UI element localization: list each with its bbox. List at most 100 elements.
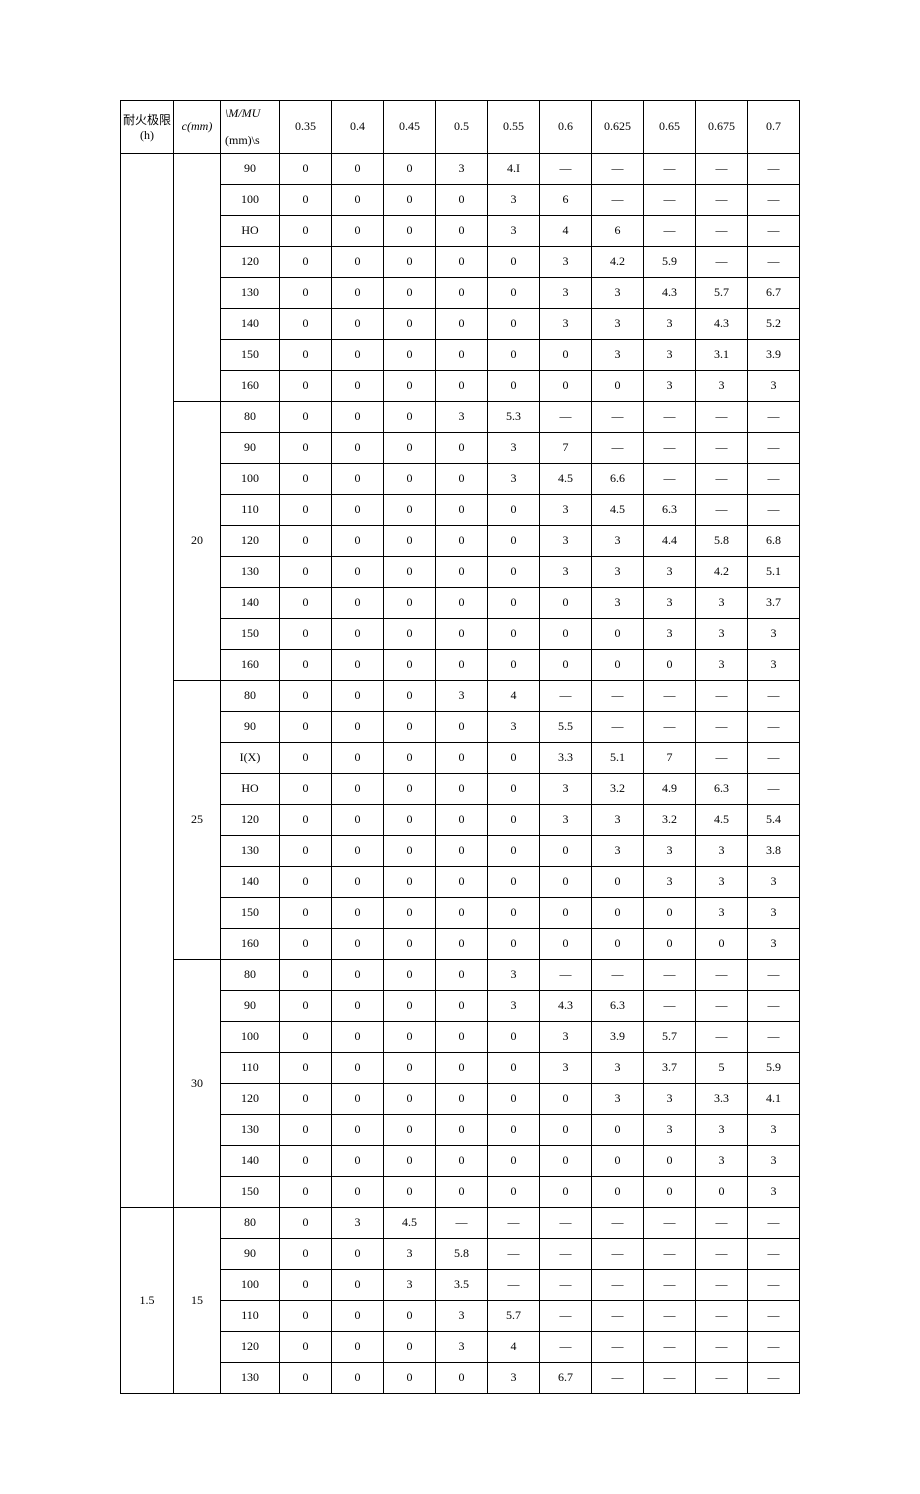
cell-value: — <box>644 1207 696 1238</box>
cell-value: 0 <box>436 1114 488 1145</box>
cell-value: 3 <box>592 339 644 370</box>
cell-value: 0 <box>384 525 436 556</box>
cell-value: 4.9 <box>644 773 696 804</box>
cell-value: 3 <box>644 835 696 866</box>
cell-value: 0 <box>280 680 332 711</box>
cell-value: 0 <box>332 1331 384 1362</box>
cell-mm: 100 <box>221 463 280 494</box>
cell-value: 0 <box>488 525 540 556</box>
table-row: 130000036.7———— <box>121 1362 800 1393</box>
cell-mm: 160 <box>221 928 280 959</box>
cell-value: 0 <box>436 556 488 587</box>
cell-value: 0 <box>384 277 436 308</box>
cell-value: 0 <box>488 494 540 525</box>
cell-value: 3 <box>540 494 592 525</box>
cell-value: 0 <box>332 1021 384 1052</box>
cell-value: 3 <box>592 835 644 866</box>
cell-value: 0 <box>488 897 540 928</box>
table-row: 900035.8—————— <box>121 1238 800 1269</box>
cell-value: — <box>696 246 748 277</box>
cell-value: 0 <box>332 308 384 339</box>
cell-value: 0 <box>384 897 436 928</box>
fire-limit-label-bot: (h) <box>140 128 154 142</box>
table-row: 1400000000033 <box>121 1145 800 1176</box>
cell-mm: 130 <box>221 835 280 866</box>
cell-c <box>174 153 221 401</box>
col-c: c(mm) <box>174 101 221 154</box>
cell-value: 0 <box>592 649 644 680</box>
table-row: 90000034.36.3——— <box>121 990 800 1021</box>
cell-value: — <box>592 1238 644 1269</box>
cell-value: 0 <box>280 649 332 680</box>
cell-mm: 140 <box>221 587 280 618</box>
cell-c: 25 <box>174 680 221 959</box>
cell-value: 0 <box>332 1362 384 1393</box>
cell-value: — <box>748 153 800 184</box>
cell-value: 3 <box>696 1114 748 1145</box>
cell-value: 6.3 <box>696 773 748 804</box>
cell-value: — <box>592 184 644 215</box>
cell-value: — <box>488 1207 540 1238</box>
cell-mm: 160 <box>221 649 280 680</box>
cell-value: 0 <box>436 1052 488 1083</box>
cell-value: 0 <box>540 370 592 401</box>
cell-value: — <box>592 1331 644 1362</box>
cell-value: 0 <box>280 1238 332 1269</box>
cell-value: 3 <box>592 525 644 556</box>
table-row: 90000035.5———— <box>121 711 800 742</box>
cell-value: 3 <box>644 370 696 401</box>
cell-value: 0 <box>488 246 540 277</box>
cell-value: — <box>748 463 800 494</box>
cell-value: 6.3 <box>592 990 644 1021</box>
cell-value: 0 <box>436 742 488 773</box>
cell-value: 0 <box>436 804 488 835</box>
cell-value: 0 <box>332 649 384 680</box>
cell-value: 3 <box>644 308 696 339</box>
cell-value: 0 <box>280 1331 332 1362</box>
cell-value: 0 <box>540 1176 592 1207</box>
cell-value: 5.8 <box>436 1238 488 1269</box>
cell-value: — <box>540 153 592 184</box>
cell-value: 0 <box>488 277 540 308</box>
cell-value: 0 <box>384 1114 436 1145</box>
cell-value: 3 <box>592 277 644 308</box>
cell-value: — <box>644 1300 696 1331</box>
cell-value: 0 <box>384 494 436 525</box>
cell-value: 0 <box>592 866 644 897</box>
cell-mm: 80 <box>221 1207 280 1238</box>
cell-value: 0 <box>696 928 748 959</box>
cell-value: 3.9 <box>592 1021 644 1052</box>
cell-value: 5.7 <box>644 1021 696 1052</box>
cell-fire-limit <box>121 153 174 1207</box>
cell-value: 7 <box>540 432 592 463</box>
cell-value: — <box>644 463 696 494</box>
cell-value: 3 <box>696 866 748 897</box>
cell-value: 0 <box>488 1083 540 1114</box>
cell-mm: 80 <box>221 401 280 432</box>
cell-value: 4.3 <box>644 277 696 308</box>
cell-value: 3 <box>488 711 540 742</box>
cell-value: 4 <box>488 1331 540 1362</box>
cell-value: 0 <box>332 525 384 556</box>
cell-value: 4.4 <box>644 525 696 556</box>
cell-value: 0 <box>436 618 488 649</box>
cell-value: — <box>696 215 748 246</box>
cell-value: — <box>540 1269 592 1300</box>
cell-value: 3 <box>748 897 800 928</box>
cell-value: 0 <box>384 649 436 680</box>
cell-value: — <box>592 153 644 184</box>
cell-value: 3 <box>748 649 800 680</box>
cell-value: 0 <box>436 463 488 494</box>
table-row: 1300000000333 <box>121 1114 800 1145</box>
cell-value: 0 <box>332 587 384 618</box>
cell-value: 0 <box>280 990 332 1021</box>
cell-value: 5.2 <box>748 308 800 339</box>
cell-value: 3 <box>748 370 800 401</box>
table-row: 1600000000333 <box>121 370 800 401</box>
cell-value: 0 <box>592 897 644 928</box>
cell-value: 5.4 <box>748 804 800 835</box>
cell-value: 0 <box>332 990 384 1021</box>
cell-value: 3 <box>540 277 592 308</box>
cell-value: 0 <box>280 1207 332 1238</box>
cell-mm: 130 <box>221 556 280 587</box>
